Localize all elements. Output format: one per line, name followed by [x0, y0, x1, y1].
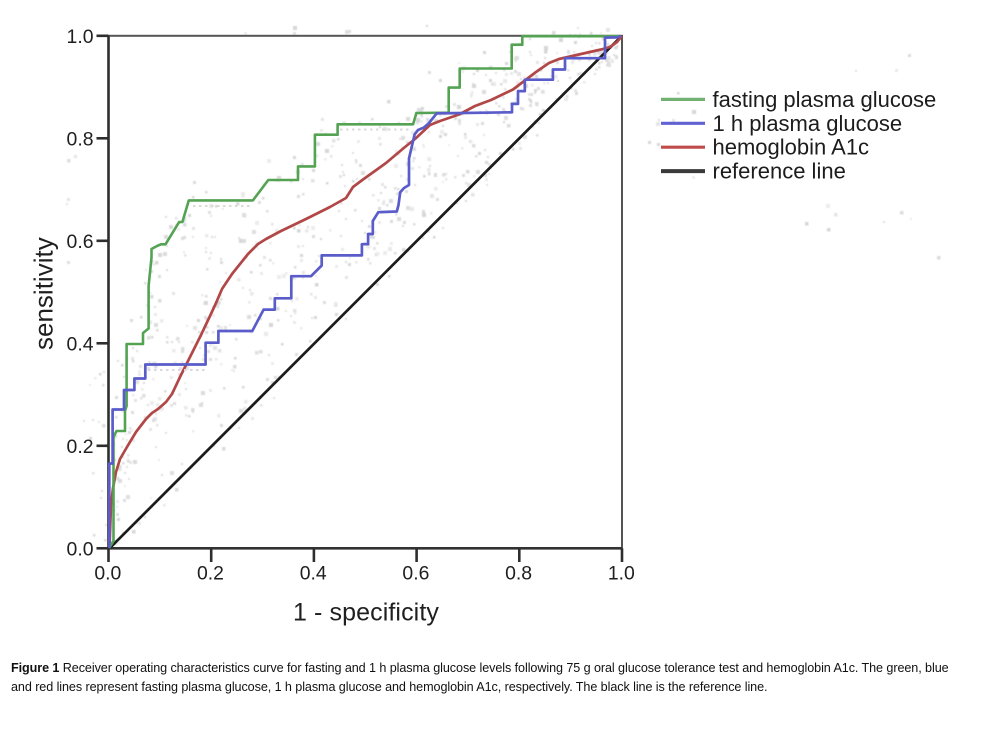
svg-text:fasting plasma glucose: fasting plasma glucose — [713, 87, 937, 112]
svg-text:hemoglobin A1c: hemoglobin A1c — [713, 135, 870, 160]
svg-text:0.4: 0.4 — [67, 334, 94, 356]
svg-text:1.0: 1.0 — [608, 562, 635, 584]
svg-text:0.2: 0.2 — [67, 436, 94, 458]
svg-text:reference line: reference line — [713, 159, 846, 184]
svg-text:1 h plasma glucose: 1 h plasma glucose — [713, 111, 903, 136]
svg-text:0.2: 0.2 — [197, 562, 224, 584]
svg-text:0.6: 0.6 — [67, 231, 94, 253]
svg-text:1 - specificity: 1 - specificity — [293, 599, 439, 627]
svg-text:0.0: 0.0 — [94, 562, 121, 584]
svg-text:0.0: 0.0 — [67, 539, 94, 561]
svg-text:1.0: 1.0 — [67, 26, 94, 48]
svg-text:0.6: 0.6 — [402, 562, 429, 584]
svg-text:0.4: 0.4 — [300, 562, 327, 584]
svg-text:sensitivity: sensitivity — [29, 237, 59, 350]
svg-text:0.8: 0.8 — [67, 129, 94, 151]
svg-text:0.8: 0.8 — [505, 562, 532, 584]
